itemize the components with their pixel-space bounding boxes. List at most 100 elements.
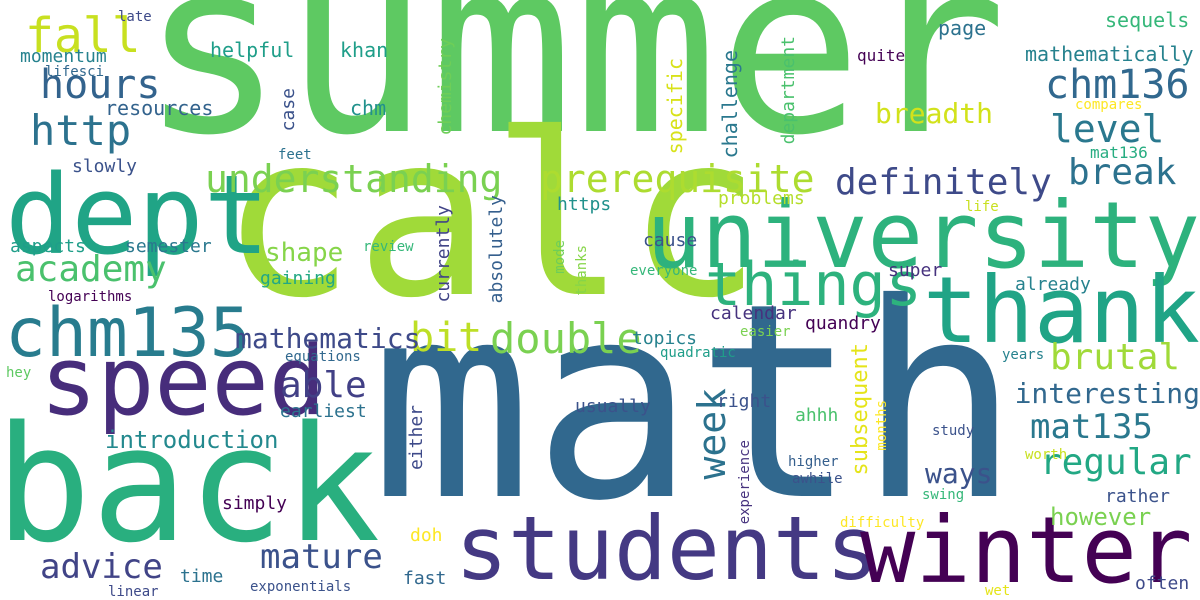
word-mode: mode — [552, 240, 568, 274]
word-rather: rather — [1105, 486, 1171, 507]
word-aspects: aspects — [10, 236, 86, 257]
word-mathematically: mathematically — [1025, 42, 1194, 66]
word-level: level — [1050, 107, 1165, 151]
word-mathematics: mathematics — [235, 322, 421, 355]
word-calc: calc — [220, 86, 762, 348]
word-gaining: gaining — [260, 268, 336, 289]
word-experience: experience — [737, 440, 753, 525]
word-double: double — [490, 314, 642, 363]
word-introduction: introduction — [105, 426, 279, 454]
word-chm136: chm136 — [1045, 62, 1190, 108]
word-fall: fall — [25, 8, 141, 64]
word-either: either — [406, 405, 427, 471]
word-absolutely: absolutely — [486, 195, 507, 304]
word-able: able — [280, 365, 367, 406]
word-slowly: slowly — [72, 156, 138, 177]
word-awhile: awhile — [792, 471, 843, 487]
word-equations: equations — [285, 349, 361, 365]
word-right: right — [717, 391, 772, 412]
word-super: super — [888, 260, 943, 281]
word-however: however — [1050, 503, 1152, 531]
word-shape: shape — [265, 238, 344, 268]
word-calendar: calendar — [710, 303, 797, 324]
word-exponentials: exponentials — [250, 579, 352, 595]
word-definitely: definitely — [835, 162, 1052, 203]
word-wet: wet — [985, 583, 1011, 599]
word-years: years — [1002, 347, 1045, 363]
word-often: often — [1135, 573, 1190, 594]
word-currently: currently — [433, 205, 454, 303]
word-chm: chm — [350, 96, 387, 120]
word-higher: higher — [788, 454, 839, 470]
word-time: time — [180, 566, 224, 587]
word-late: late — [118, 9, 152, 25]
word-quandry: quandry — [805, 313, 881, 334]
word-advice: advice — [40, 547, 163, 587]
word-doh: doh — [410, 525, 443, 546]
word-university: university — [646, 182, 1200, 289]
word-cause: cause — [643, 230, 698, 251]
word-things: things — [705, 250, 922, 320]
word-ahhh: ahhh — [795, 405, 839, 426]
word-feet: feet — [278, 147, 312, 163]
word-interesting: interesting — [1014, 377, 1200, 410]
word-mat135: mat135 — [1030, 407, 1153, 447]
word-quadratic: quadratic — [660, 345, 736, 361]
word-regular: regular — [1040, 442, 1192, 483]
word-already: already — [1015, 274, 1091, 295]
word-worth: worth — [1025, 447, 1068, 463]
word-chm135: chm135 — [5, 294, 251, 373]
word-easier: easier — [740, 324, 791, 340]
word-break: break — [1068, 152, 1177, 193]
word-students: students — [455, 497, 879, 600]
word-dept: dept — [5, 151, 270, 279]
word-prerequisite: prerequisite — [540, 157, 815, 201]
word-thanks: thanks — [574, 245, 590, 296]
word-helpful: helpful — [210, 38, 295, 62]
word-academy: academy — [15, 249, 167, 290]
word-breadth: breadth — [875, 97, 994, 130]
word-challenge: challenge — [718, 50, 742, 159]
word-review: review — [363, 239, 414, 255]
word-earliest: earliest — [280, 401, 367, 422]
word-quite: quite — [857, 46, 906, 65]
word-linear: linear — [108, 584, 159, 600]
word-topics: topics — [632, 328, 698, 349]
word-https: https — [557, 194, 612, 215]
word-semester: semester — [125, 236, 212, 257]
word-speed: speed — [40, 327, 326, 437]
word-life: life — [965, 199, 999, 215]
word-brutal: brutal — [1050, 337, 1181, 378]
word-thank: thank — [923, 257, 1200, 364]
word-math: math — [370, 245, 1021, 560]
word-mat136: mat136 — [1090, 143, 1148, 162]
word-months: months — [874, 400, 890, 451]
word-compares: compares — [1075, 97, 1143, 113]
word-specific: specific — [663, 58, 687, 155]
word-hey: hey — [6, 365, 32, 381]
word-usually: usually — [575, 396, 651, 417]
word-http: http — [30, 106, 132, 155]
word-momentum: momentum — [20, 46, 107, 67]
word-understanding: understanding — [205, 157, 503, 201]
word-simply: simply — [222, 493, 288, 514]
word-sequels: sequels — [1105, 8, 1190, 32]
word-logarithms: logarithms — [48, 289, 133, 305]
word-fast: fast — [403, 568, 447, 589]
word-study: study — [932, 423, 975, 439]
word-bit: bit — [410, 315, 483, 361]
word-department: department — [778, 36, 799, 145]
word-problems: problems — [718, 188, 805, 209]
word-khan: khan — [340, 38, 389, 62]
word-ways: ways — [925, 457, 993, 490]
word-winter: winter — [860, 497, 1193, 600]
word-hours: hours — [40, 62, 161, 108]
word-back: back — [0, 391, 381, 578]
word-case: case — [278, 88, 299, 132]
word-difficulty: difficulty — [840, 515, 925, 531]
word-summer: summer — [140, 0, 1007, 188]
word-swing: swing — [922, 487, 965, 503]
word-page: page — [938, 16, 987, 40]
word-subsequent: subsequent — [848, 343, 873, 476]
